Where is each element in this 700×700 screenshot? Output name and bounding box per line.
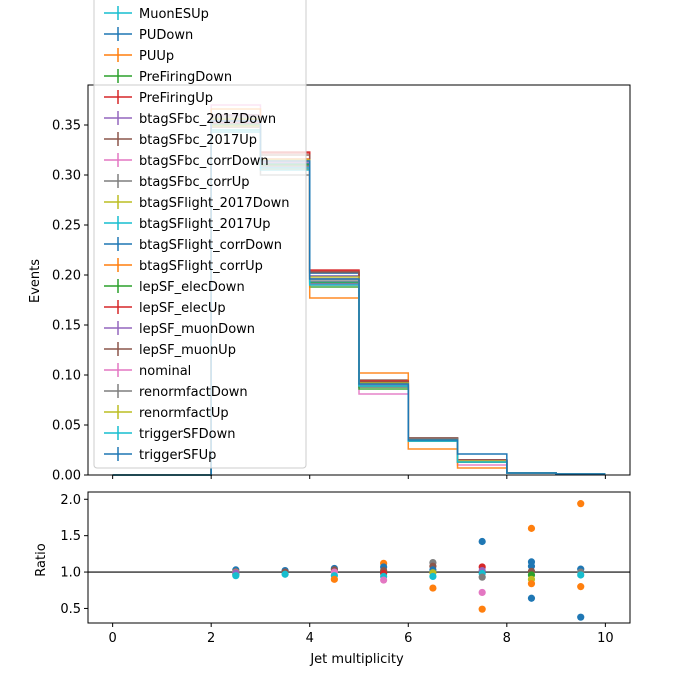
legend-label: btagSFbc_corrDown (139, 154, 269, 169)
ratio-point-43 (577, 571, 585, 579)
ratio-y-tick-label-1: 1.0 (60, 566, 81, 581)
ratio-point-23 (429, 572, 437, 581)
ratio-points (232, 500, 585, 621)
legend-label: lepSF_muonUp (139, 343, 236, 358)
ratio-point-40 (577, 500, 585, 508)
ratio-y-tick-label-3: 2.0 (60, 493, 81, 508)
legend-label: triggerSFUp (139, 448, 216, 463)
ratio-point-44 (577, 583, 585, 591)
legend-entry-18: renormfactDown (104, 384, 248, 400)
ratio-y-tick-label-0: 0.5 (60, 602, 81, 617)
legend-label: renormfactUp (139, 406, 229, 421)
ratio-panel: 0 2 4 6 8 10 0.5 1.0 1.5 2.0 Ratio Jet multiplic… (34, 491, 631, 667)
ratio-y-tick-label-2: 1.5 (60, 529, 81, 544)
legend-label: btagSFbc_corrUp (139, 175, 250, 190)
ratio-x-tick-label-2: 4 (306, 631, 314, 646)
legend-entry-0: MuonESUp (104, 6, 209, 22)
events-y-tick-label-5: 0.25 (52, 219, 81, 234)
legend-label: PUUp (139, 49, 174, 64)
legend-entry-6: btagSFbc_2017Up (104, 132, 257, 148)
events-y-tick-label-6: 0.30 (52, 169, 81, 184)
legend-label: PreFiringUp (139, 91, 213, 106)
ratio-x-tick-label-4: 8 (503, 631, 511, 646)
legend-entry-21: triggerSFUp (104, 447, 216, 463)
events-y-tick-label-1: 0.05 (52, 419, 81, 434)
legend-label: PUDown (139, 28, 193, 43)
events-y-ticks: 0.00 0.05 0.10 0.15 0.20 0.25 0.30 0.35 (52, 119, 88, 484)
legend-label: nominal (139, 364, 191, 379)
events-y-tick-label-3: 0.15 (52, 319, 81, 334)
events-y-tick-label-0: 0.00 (52, 469, 81, 484)
events-x-ticks (112, 475, 606, 479)
legend-label: lepSF_muonDown (139, 322, 255, 337)
legend-entry-7: btagSFbc_corrDown (104, 153, 269, 169)
events-panel: 0.000.050.100.150.200.250.300.35 Events … (28, 0, 631, 484)
ratio-x-tick-label-1: 2 (207, 631, 215, 646)
ratio-panel-frame (87, 491, 631, 624)
ratio-point-24 (429, 584, 437, 592)
events-y-tick-label-4: 0.20 (52, 269, 81, 284)
ratio-point-4 (232, 572, 240, 580)
events-y-axis-label: Events (28, 259, 43, 303)
ratio-x-tick-label-5: 10 (597, 631, 614, 646)
legend-entry-20: triggerSFDown (104, 426, 235, 442)
legend-entry-14: lepSF_elecUp (104, 300, 226, 316)
legend-label: triggerSFDown (139, 427, 235, 442)
x-axis-label: Jet multiplicity (309, 652, 404, 667)
legend-entry-13: lepSF_elecDown (104, 279, 245, 295)
legend-entry-19: renormfactUp (104, 405, 229, 421)
legend-entry-8: btagSFbc_corrUp (104, 174, 250, 190)
ratio-point-32 (527, 524, 536, 532)
ratio-point-7 (281, 570, 289, 578)
legend-entry-3: PreFiringDown (104, 69, 232, 85)
events-panel-frame (87, 84, 631, 476)
ratio-x-tick-label-0: 0 (108, 631, 116, 646)
legend-entry-5: btagSFbc_2017Down (104, 111, 276, 127)
legend-entry-10: btagSFlight_2017Up (104, 216, 270, 232)
legend-frame (93, 0, 307, 469)
legend-entry-15: lepSF_muonDown (104, 321, 255, 337)
legend-label: btagSFlight_corrDown (139, 238, 282, 253)
ratio-point-18 (380, 576, 388, 584)
legend-label: btagSFlight_corrUp (139, 259, 263, 274)
legend-label: PreFiringDown (139, 70, 232, 85)
ratio-x-ticks: 0 2 4 6 8 10 (108, 623, 614, 646)
legend-label: btagSFlight_2017Up (139, 217, 270, 232)
ratio-point-29 (478, 573, 486, 581)
legend: MuonESUp PUDown PUUp PreFiringDown PreFiring… (93, 0, 307, 469)
ratio-point-45 (577, 613, 585, 621)
legend-label: lepSF_elecUp (139, 301, 226, 316)
ratio-y-ticks: 0.5 1.0 1.5 2.0 (60, 493, 88, 617)
legend-entry-12: btagSFlight_corrUp (104, 258, 263, 274)
events-y-tick-label-2: 0.10 (52, 369, 81, 384)
ratio-point-31 (478, 605, 486, 613)
legend-label: btagSFbc_2017Down (139, 112, 276, 127)
legend-entry-9: btagSFlight_2017Down (104, 195, 290, 211)
legend-entry-11: btagSFlight_corrDown (104, 237, 282, 253)
legend-entry-17: nominal (104, 363, 191, 379)
legend-entry-1: PUDown (104, 27, 193, 43)
events-y-tick-label-7: 0.35 (52, 119, 81, 134)
ratio-point-25 (478, 537, 486, 546)
legend-entry-2: PUUp (104, 48, 174, 64)
legend-label: btagSFbc_2017Up (139, 133, 257, 148)
legend-entry-4: PreFiringUp (104, 90, 213, 106)
ratio-point-39 (527, 594, 536, 602)
legend-entry-16: lepSF_muonUp (104, 342, 236, 358)
ratio-y-axis-label: Ratio (34, 543, 49, 576)
ratio-x-tick-label-3: 6 (404, 631, 412, 646)
legend-label: btagSFlight_2017Down (139, 196, 290, 211)
ratio-point-12 (330, 575, 338, 583)
legend-label: lepSF_elecDown (139, 280, 245, 295)
legend-label: renormfactDown (139, 385, 248, 400)
legend-label: MuonESUp (139, 7, 209, 22)
ratio-point-38 (527, 580, 536, 588)
ratio-point-30 (478, 588, 486, 597)
ratio-point-34 (527, 562, 536, 570)
